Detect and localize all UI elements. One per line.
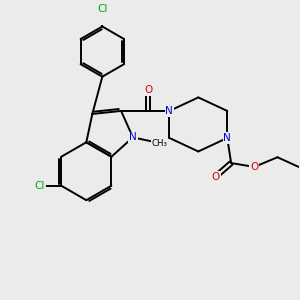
Text: O: O (144, 85, 152, 95)
Text: O: O (212, 172, 220, 182)
Text: Cl: Cl (35, 181, 45, 191)
Text: O: O (250, 162, 258, 172)
Text: N: N (224, 133, 231, 143)
Text: Cl: Cl (97, 4, 107, 14)
Text: N: N (166, 106, 173, 116)
Text: N: N (129, 132, 137, 142)
Text: CH₃: CH₃ (151, 139, 167, 148)
